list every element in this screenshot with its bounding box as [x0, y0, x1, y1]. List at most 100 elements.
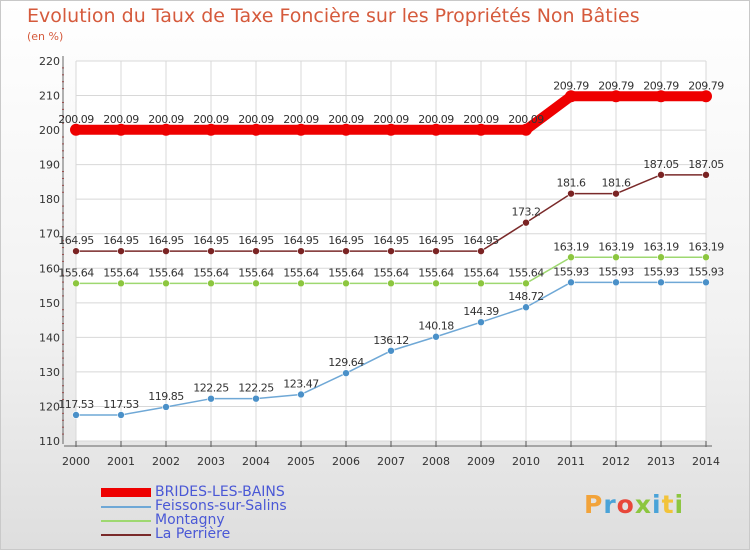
data-point — [117, 411, 125, 419]
legend-swatch — [101, 506, 151, 508]
data-label: 173.2 — [512, 206, 541, 219]
data-label: 200.09 — [148, 113, 184, 126]
data-point — [252, 394, 260, 403]
legend-item: Montagny — [101, 513, 361, 527]
data-point — [702, 171, 710, 179]
data-label: 164.95 — [418, 234, 454, 247]
data-label: 155.64 — [418, 266, 454, 279]
data-label: 163.19 — [643, 240, 679, 253]
x-tick-label: 2003 — [197, 455, 225, 468]
x-tick-label: 2010 — [512, 455, 540, 468]
x-tick-label: 2014 — [692, 455, 720, 468]
data-label: 164.95 — [58, 234, 94, 247]
data-point — [72, 247, 80, 255]
data-label: 164.95 — [373, 234, 409, 247]
data-point — [432, 332, 440, 341]
x-tick-label: 2013 — [647, 455, 675, 468]
data-label: 164.95 — [283, 234, 319, 247]
data-label: 155.64 — [103, 266, 139, 279]
data-point — [657, 278, 665, 287]
data-label: 164.95 — [463, 234, 499, 247]
data-label: 200.09 — [463, 113, 499, 126]
data-point — [655, 90, 667, 103]
data-label: 200.09 — [508, 113, 544, 126]
x-tick-label: 2004 — [242, 455, 270, 468]
data-label: 155.64 — [328, 266, 364, 279]
data-label: 155.93 — [553, 265, 589, 278]
data-label: 117.53 — [103, 398, 139, 411]
data-point — [477, 279, 485, 288]
data-point — [162, 247, 170, 255]
data-label: 163.19 — [598, 240, 634, 253]
data-label: 164.95 — [328, 234, 364, 247]
data-point — [207, 247, 215, 255]
y-tick-label: 190 — [39, 159, 60, 172]
legend-label: La Perrière — [155, 526, 231, 542]
data-point — [117, 247, 125, 255]
data-label: 163.19 — [553, 240, 589, 253]
data-label: 155.93 — [688, 265, 724, 278]
x-tick-label: 2000 — [62, 455, 90, 468]
data-point — [387, 279, 395, 288]
data-point — [432, 247, 440, 255]
data-point — [162, 403, 170, 411]
data-label: 123.47 — [283, 377, 319, 390]
legend-label: BRIDES-LES-BAINS — [155, 484, 285, 500]
data-label: 209.79 — [688, 79, 724, 92]
data-point — [117, 279, 125, 288]
data-point — [610, 90, 622, 103]
data-point — [297, 247, 305, 255]
data-point — [207, 394, 215, 403]
legend: BRIDES-LES-BAINS Feissons-sur-Salins Monta… — [101, 485, 361, 541]
data-point — [567, 278, 575, 287]
data-point — [387, 346, 395, 355]
data-point — [522, 279, 530, 288]
data-label: 200.09 — [283, 113, 319, 126]
data-point — [72, 279, 80, 288]
data-point — [432, 279, 440, 288]
data-point — [702, 253, 710, 262]
data-label: 164.95 — [238, 234, 274, 247]
data-label: 155.64 — [148, 266, 184, 279]
data-label: 136.12 — [373, 334, 409, 347]
data-point — [207, 279, 215, 288]
legend-label: Montagny — [155, 512, 225, 528]
data-point — [162, 279, 170, 288]
data-point — [657, 171, 665, 179]
y-tick-label: 110 — [39, 435, 60, 448]
data-label: 163.19 — [688, 240, 724, 253]
data-label: 155.93 — [643, 265, 679, 278]
data-label: 209.79 — [643, 79, 679, 92]
data-point — [252, 279, 260, 288]
data-point — [250, 123, 262, 136]
data-label: 181.6 — [557, 177, 586, 190]
x-tick-label: 2006 — [332, 455, 360, 468]
x-tick-label: 2005 — [287, 455, 315, 468]
y-tick-label: 200 — [39, 124, 60, 137]
y-tick-label: 150 — [39, 297, 60, 310]
legend-item: La Perrière — [101, 527, 361, 541]
x-tick-label: 2011 — [557, 455, 585, 468]
data-point — [205, 123, 217, 136]
data-point — [72, 411, 80, 419]
data-label: 209.79 — [553, 79, 589, 92]
y-tick-label: 140 — [39, 331, 60, 344]
data-label: 117.53 — [58, 398, 94, 411]
data-point — [657, 253, 665, 262]
data-point — [342, 369, 350, 377]
data-label: 155.64 — [238, 266, 274, 279]
data-label: 140.18 — [418, 320, 454, 333]
x-tick-label: 2009 — [467, 455, 495, 468]
data-label: 181.6 — [602, 177, 631, 190]
data-label: 148.72 — [508, 290, 544, 303]
data-label: 155.64 — [193, 266, 229, 279]
data-label: 155.64 — [283, 266, 319, 279]
data-label: 164.95 — [193, 234, 229, 247]
data-label: 164.95 — [148, 234, 184, 247]
data-label: 144.39 — [463, 305, 499, 318]
data-label: 122.25 — [238, 382, 274, 395]
data-point — [385, 123, 397, 136]
data-label: 200.09 — [103, 113, 139, 126]
